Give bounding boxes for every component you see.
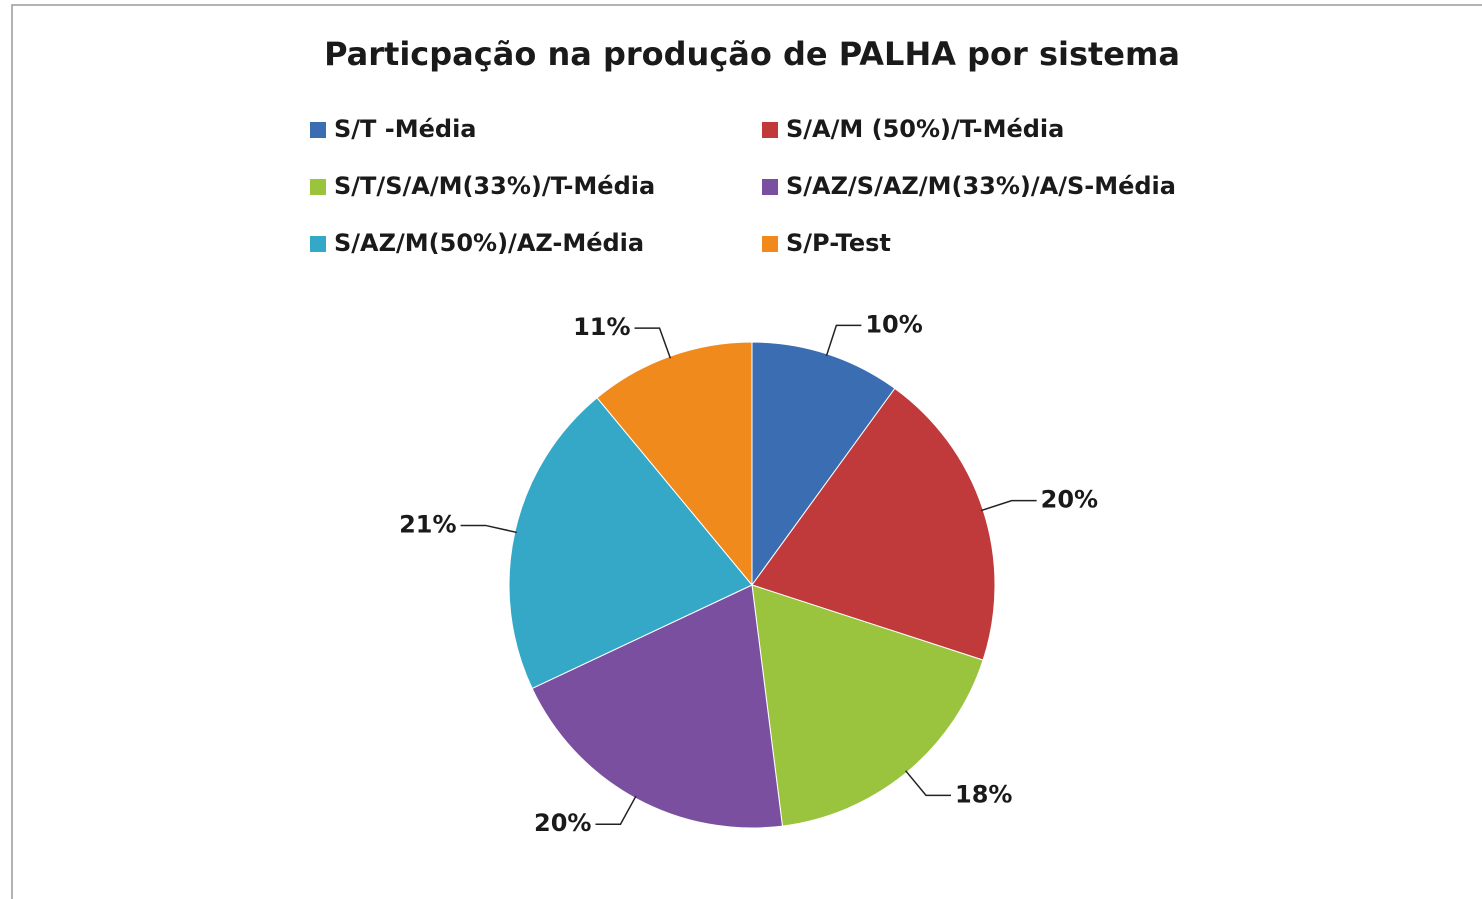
legend-label: S/T/S/A/M(33%)/T-Média [334,172,655,200]
leader-line [905,770,952,797]
legend-swatch [310,236,326,252]
legend-swatch [762,122,778,138]
legend-label: S/AZ/S/AZ/M(33%)/A/S-Média [786,172,1176,200]
data-label: 11% [573,313,630,341]
data-label: 18% [955,780,1012,808]
data-label: 10% [865,310,922,338]
legend-label: S/P-Test [786,229,891,257]
legend-label: S/T -Média [334,115,477,143]
legend-label: S/A/M (50%)/T-Média [786,115,1064,143]
legend-swatch [310,179,326,195]
leader-line [825,324,862,357]
leader-line [595,795,637,825]
data-label: 21% [399,510,456,538]
legend-swatch [310,122,326,138]
chart-title: Particpação na produção de PALHA por sis… [324,35,1180,73]
legend-swatch [762,179,778,195]
leader-line [634,327,672,359]
data-label: 20% [534,809,591,837]
legend-label: S/AZ/M(50%)/AZ-Média [334,229,644,257]
legend-swatch [762,236,778,252]
leader-line [980,499,1037,512]
leader-line [460,524,517,534]
data-label: 20% [1041,486,1098,514]
